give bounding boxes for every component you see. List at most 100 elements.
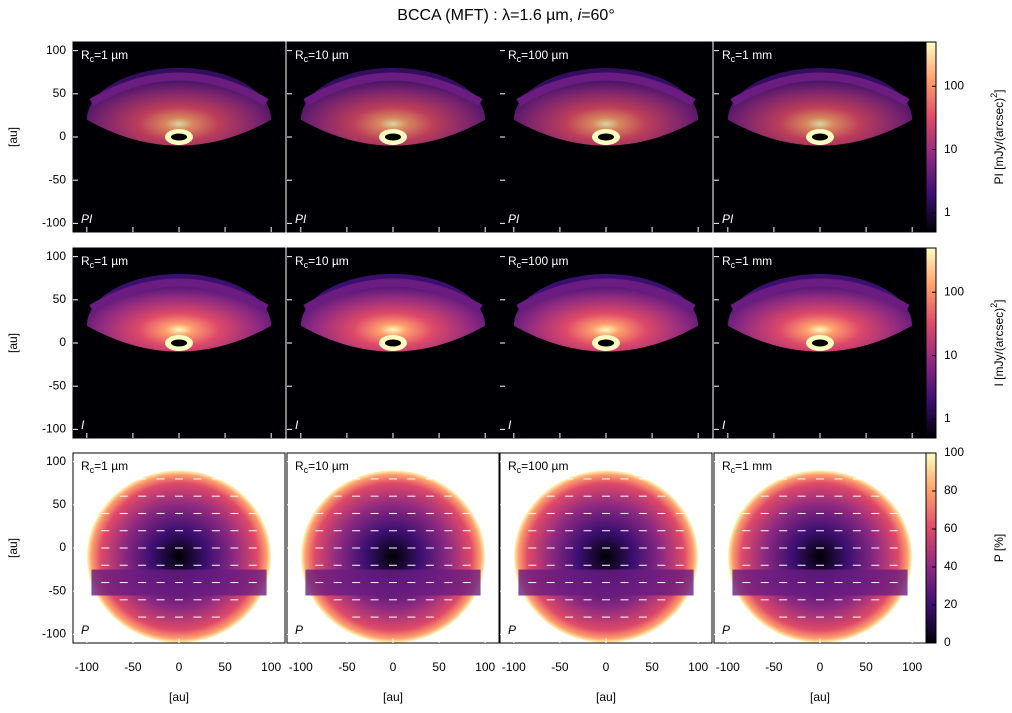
- x-tick-label: -50: [124, 660, 142, 674]
- radius-label: Rc=1 µm: [81, 254, 128, 270]
- y-tick-label: 100: [46, 43, 66, 57]
- radius-sub: c: [517, 54, 522, 64]
- colorbar-label: P [%]: [992, 534, 1006, 562]
- colorbar-label-sup: 2: [989, 93, 999, 98]
- x-tick-label: -50: [551, 660, 569, 674]
- colorbar-tick-label: 10: [944, 348, 958, 362]
- quantity-label: P: [295, 623, 303, 637]
- panel: Rc=1 µm: [72, 41, 286, 233]
- star: [812, 133, 828, 141]
- radius-value: =10 µm: [308, 48, 349, 62]
- star: [171, 339, 187, 347]
- x-axis-label: [au]: [383, 690, 403, 704]
- colorbar-tick-label: 0: [944, 635, 951, 649]
- panel: Rc=1 mm: [713, 41, 927, 233]
- radius-sub: c: [304, 260, 309, 270]
- panel: Rc=100 µm: [499, 247, 713, 439]
- radius-sub: c: [90, 465, 95, 475]
- radius-symbol: R: [508, 48, 517, 62]
- radius-symbol: R: [81, 48, 90, 62]
- radius-label: Rc=1 mm: [722, 48, 772, 64]
- radius-symbol: R: [508, 459, 517, 473]
- quantity-label: P: [508, 623, 516, 637]
- colorbar-tick-label: 100: [944, 284, 964, 298]
- colorbar-label-text: PI [mJy/(arcsec): [992, 98, 1006, 185]
- colorbar-label-text: I [mJy/(arcsec): [992, 308, 1006, 387]
- quantity-label: I: [508, 418, 512, 432]
- y-tick-label: -50: [49, 172, 67, 186]
- radius-sub: c: [731, 260, 736, 270]
- y-tick-label: 0: [59, 129, 66, 143]
- radius-label: Rc=100 µm: [508, 254, 568, 270]
- colorbar-label-close: ]: [992, 299, 1006, 302]
- radius-symbol: R: [81, 459, 90, 473]
- radius-sub: c: [304, 54, 309, 64]
- y-tick-label: -50: [49, 378, 67, 392]
- colorbar-tick-label: 100: [944, 445, 964, 459]
- panel: Rc=1 mm: [713, 452, 927, 644]
- radius-value: =10 µm: [308, 459, 349, 473]
- radius-label: Rc=1 µm: [81, 48, 128, 64]
- x-tick-label: 50: [859, 660, 873, 674]
- colorbar-label-sup: 2: [989, 303, 999, 308]
- colorbar-tick-label: 80: [944, 483, 958, 497]
- x-tick-label: 0: [817, 660, 824, 674]
- y-tick-label: -100: [42, 216, 66, 230]
- radius-symbol: R: [295, 459, 304, 473]
- title-var: i: [578, 7, 582, 24]
- x-tick-label: 100: [475, 660, 495, 674]
- colorbar-tick-label: 100: [944, 78, 964, 92]
- colorbar-tick-label: 20: [944, 597, 958, 611]
- radius-value: =100 µm: [521, 48, 568, 62]
- radius-symbol: R: [508, 254, 517, 268]
- radius-sub: c: [517, 465, 522, 475]
- radius-symbol: R: [295, 48, 304, 62]
- radius-label: Rc=10 µm: [295, 459, 349, 475]
- quantity-label: PI: [508, 212, 520, 226]
- star: [598, 133, 614, 141]
- x-tick-label: -100: [75, 660, 99, 674]
- disk-ring: [89, 278, 269, 312]
- quantity-label: P: [81, 623, 89, 637]
- radius-sub: c: [90, 54, 95, 64]
- panel: Rc=10 µm: [286, 452, 500, 644]
- radius-symbol: R: [81, 254, 90, 268]
- radius-value: =100 µm: [521, 459, 568, 473]
- star: [171, 133, 187, 141]
- radius-value: =1 mm: [735, 254, 772, 268]
- y-tick-label: 100: [46, 249, 66, 263]
- radius-sub: c: [90, 260, 95, 270]
- x-tick-label: -50: [338, 660, 356, 674]
- quantity-label: PI: [81, 212, 93, 226]
- y-tick-label: -50: [49, 583, 67, 597]
- colorbar-tick-label: 60: [944, 521, 958, 535]
- disk-ring: [303, 72, 483, 106]
- colorbar-label: PI [mJy/(arcsec)2]: [989, 89, 1006, 184]
- panel: Rc=10 µm: [286, 247, 500, 439]
- x-tick-label: -100: [716, 660, 740, 674]
- star: [812, 339, 828, 347]
- pol-disk: [513, 470, 699, 643]
- y-tick-label: 100: [46, 454, 66, 468]
- radius-sub: c: [731, 465, 736, 475]
- star: [385, 133, 401, 141]
- disk-ring: [730, 278, 910, 312]
- radius-label: Rc=1 mm: [722, 459, 772, 475]
- quantity-label: I: [81, 418, 85, 432]
- y-tick-label: 50: [53, 292, 67, 306]
- pol-disk: [86, 470, 272, 643]
- radius-label: Rc=10 µm: [295, 254, 349, 270]
- panel: Rc=1 µm: [72, 247, 286, 439]
- colorbar-tick-label: 10: [944, 142, 958, 156]
- disk-ring: [516, 72, 696, 106]
- y-tick-label: -100: [42, 627, 66, 641]
- panel: Rc=1 µm: [72, 452, 286, 644]
- radius-label: Rc=1 µm: [81, 459, 128, 475]
- radius-value: =100 µm: [521, 254, 568, 268]
- x-axis-label: [au]: [810, 690, 830, 704]
- title-text: BCCA (MFT) : λ=1.6 µm,: [397, 7, 577, 24]
- x-tick-label: 50: [218, 660, 232, 674]
- colorbar-label-close: ]: [992, 89, 1006, 92]
- colorbar-tick-label: 1: [944, 411, 951, 425]
